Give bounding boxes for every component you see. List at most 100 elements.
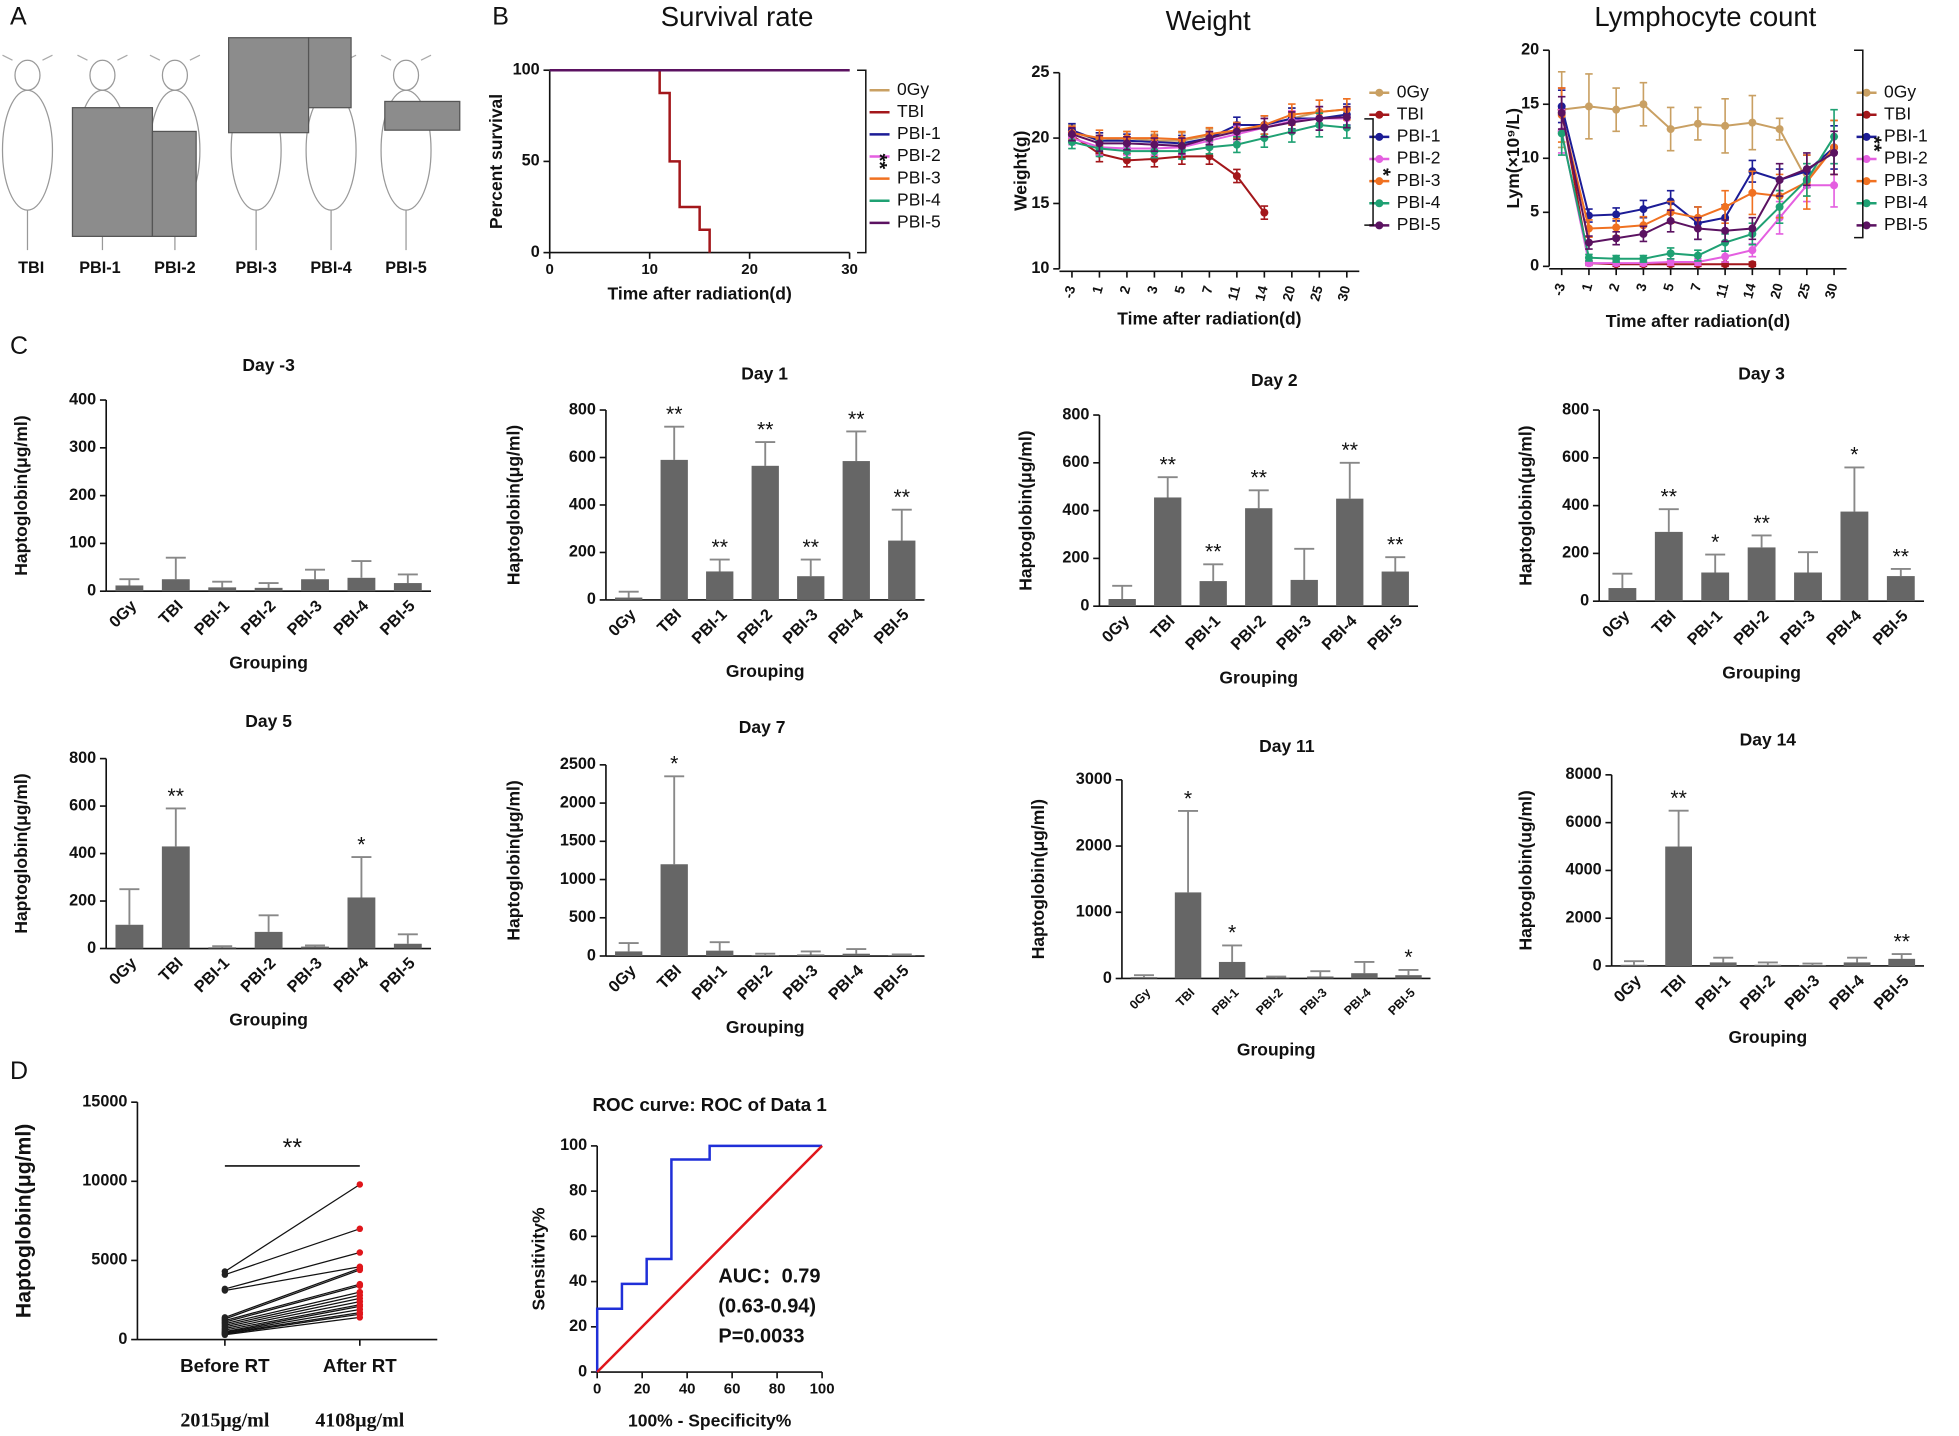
legend-label: PBI-2 [897, 145, 941, 165]
x-tick-label: 11 [1225, 284, 1243, 302]
error-bar [1133, 974, 1154, 978]
y-tick-label: 200 [69, 891, 96, 909]
x-tick-label: PBI-1 [1692, 972, 1734, 1014]
data-point [1122, 139, 1131, 148]
bar [115, 585, 144, 592]
mouse-ears [2, 54, 53, 61]
x-tick-label: PBI-1 [689, 606, 731, 648]
bar [706, 571, 734, 600]
error-bar [212, 580, 233, 588]
error-bar [119, 888, 140, 925]
y-tick-label: 0 [1580, 591, 1589, 609]
y-tick-label: 200 [569, 543, 596, 561]
error-bar [664, 425, 685, 460]
error-bar [258, 914, 279, 932]
data-point [1095, 139, 1104, 148]
y-tick-label: 400 [1062, 501, 1089, 519]
x-tick-label: 30 [1335, 284, 1354, 303]
bar [1108, 599, 1136, 607]
error-bar [1112, 584, 1133, 600]
y-axis-label: Haptoglobin(μg/ml) [11, 415, 31, 575]
pair-line [224, 1300, 360, 1330]
x-tick-label: 14 [1740, 281, 1759, 300]
chart-title: Day -3 [242, 355, 295, 375]
legend-marker [1862, 155, 1871, 164]
x-tick-label: TBI [1648, 607, 1679, 638]
chart-title: Day 11 [1259, 736, 1315, 756]
error-bar [1757, 961, 1778, 965]
significance-label: * [1228, 922, 1236, 945]
y-tick-label: 200 [1062, 549, 1089, 567]
x-tick-label: 10 [641, 261, 658, 278]
pair-line [224, 1291, 360, 1325]
mouse-body [1, 89, 54, 211]
bar [208, 587, 237, 592]
x-tick-label: 20 [634, 1380, 651, 1397]
x-tick-label: PBI-4 [1823, 607, 1865, 649]
x-tick-label: 11 [1713, 281, 1731, 299]
error-bar [1751, 534, 1772, 548]
legend-label: 0Gy [1397, 81, 1429, 101]
y-tick-label: 100 [560, 1136, 587, 1154]
significance-label: ** [1893, 930, 1910, 953]
error-bar [618, 590, 639, 598]
mouse-head [161, 59, 189, 91]
x-tick-label: -3 [1061, 284, 1079, 300]
mouse-label: PBI-4 [310, 259, 351, 277]
x-tick-label: 7 [1199, 284, 1216, 296]
legend-label: TBI [1884, 103, 1911, 123]
significance-label: ** [1250, 467, 1267, 490]
y-axis-label: Haptoglobin(ug/ml) [1515, 790, 1535, 950]
error-bar [1385, 556, 1406, 572]
pair-line [224, 1308, 360, 1334]
y-tick-label: 0 [1080, 596, 1089, 614]
y-tick-label: 15000 [82, 1092, 127, 1110]
significance-bracket [1854, 49, 1864, 239]
error-bar [1354, 961, 1375, 974]
data-point [1639, 100, 1648, 109]
data-point [1177, 141, 1186, 150]
x-tick-label: PBI-2 [1228, 612, 1270, 654]
legend-marker [1862, 177, 1871, 186]
data-point [1639, 221, 1648, 230]
x-tick-label: PBI-1 [191, 597, 233, 639]
y-tick-label: 400 [569, 495, 596, 513]
error-bar [1668, 809, 1689, 847]
x-tick-label: PBI-1 [1684, 607, 1726, 649]
legend-label: PBI-3 [1397, 170, 1441, 190]
y-tick-label: 500 [569, 908, 596, 926]
error-bar [258, 582, 279, 588]
data-point [1612, 223, 1621, 232]
pair-line [224, 1183, 361, 1273]
pair-line [224, 1269, 361, 1320]
y-tick-label: 600 [1062, 453, 1089, 471]
x-tick-label: PBI-3 [780, 606, 822, 648]
legend-marker [1862, 132, 1871, 141]
chart-title: ROC curve: ROC of Data 1 [593, 1094, 827, 1115]
y-tick-label: 10000 [82, 1172, 127, 1190]
error-bar [1266, 975, 1287, 978]
y-tick-label: 800 [1062, 405, 1089, 423]
data-point [1721, 121, 1730, 130]
mouse-ears [380, 54, 432, 61]
pair-line [224, 1316, 360, 1336]
y-tick-label: 400 [69, 844, 96, 862]
y-tick-label: 20 [1031, 128, 1049, 146]
legend-label: PBI-4 [897, 189, 941, 209]
significance-label: ** [1387, 534, 1404, 557]
bar [1886, 576, 1915, 602]
chart-title: Lymphocyte count [1594, 1, 1816, 32]
x-tick-label: 20 [1280, 284, 1299, 303]
y-tick-label: 0 [87, 581, 96, 599]
data-point [1612, 234, 1621, 243]
panel-label: C [10, 332, 28, 360]
x-tick-label: PBI-2 [734, 606, 776, 648]
mouse-label: PBI-1 [79, 259, 121, 277]
y-axis-label: Haptoglobin(μg/ml) [503, 780, 523, 940]
error-bar [709, 941, 730, 951]
y-tick-label: 8000 [1566, 765, 1602, 783]
x-tick-label: 80 [769, 1380, 786, 1397]
error-bar [1891, 953, 1912, 959]
data-point [1666, 258, 1675, 267]
